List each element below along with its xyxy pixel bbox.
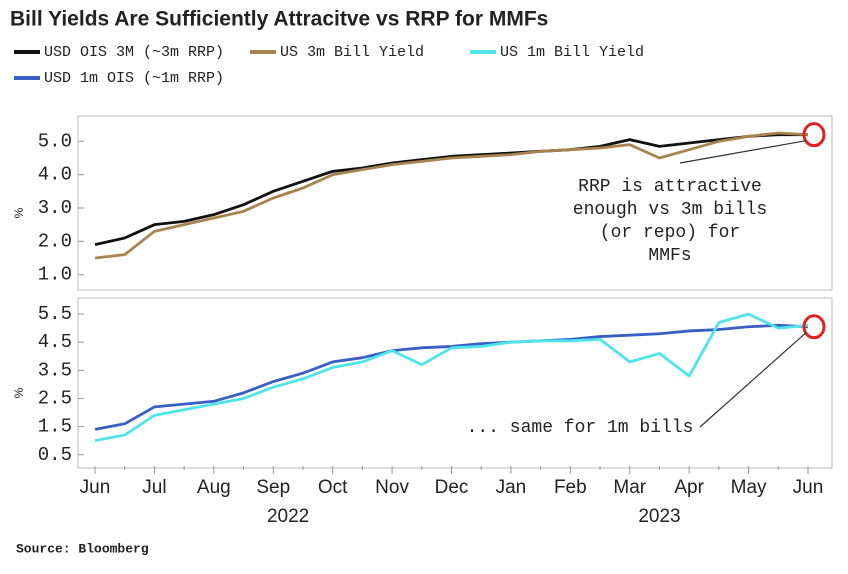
x-tick-label: Jul (142, 477, 166, 498)
panel-frame (77, 115, 833, 291)
x-tick-label: Apr (674, 477, 704, 498)
highlight-circle (802, 314, 826, 340)
annotation: (or repo) for (600, 223, 740, 243)
x-tick-label: Jun (80, 477, 111, 498)
y-axis-label: % (12, 207, 26, 218)
year-label: 2022 (267, 506, 309, 527)
y-tick-label: 3.0 (38, 197, 72, 219)
y-tick-label: 2.5 (38, 387, 72, 409)
series-line (94, 131, 809, 260)
legend-label: USD 1m OIS (~1m RRP) (44, 70, 224, 87)
panel-frame (77, 297, 833, 469)
y-tick-label: 1.5 (38, 416, 72, 438)
x-tick-label: Nov (375, 477, 409, 498)
legend-label: USD OIS 3M (~3m RRP) (44, 44, 224, 61)
x-tick-label: Mar (613, 477, 646, 498)
y-tick-label: 3.5 (38, 359, 72, 381)
y-tick-label: 2.0 (38, 230, 72, 252)
annotation: enough vs 3m bills (573, 200, 767, 220)
annotation-pointer (679, 140, 807, 164)
year-label: 2023 (638, 506, 680, 527)
legend-label: US 3m Bill Yield (280, 44, 424, 61)
y-tick-label: 5.0 (38, 130, 72, 152)
y-tick-label: 5.5 (38, 303, 72, 325)
annotation-pointer (699, 332, 807, 428)
x-tick-label: Dec (435, 477, 469, 498)
x-tick-label: Jan (496, 477, 527, 498)
y-axis-label: % (12, 387, 26, 398)
x-tick-label: Oct (318, 477, 348, 498)
annotation: RRP is attractive (578, 177, 762, 197)
highlight-circle (802, 122, 826, 148)
y-tick-label: 4.0 (38, 164, 72, 186)
y-tick-label: 4.5 (38, 331, 72, 353)
legend-label: US 1m Bill Yield (500, 44, 644, 61)
series-line (94, 133, 808, 247)
y-tick-label: 1.0 (38, 264, 72, 286)
x-tick-label: May (731, 477, 767, 498)
annotation: ... same for 1m bills (467, 418, 694, 438)
y-tick-label: 0.5 (38, 444, 72, 466)
source: Source: Bloomberg (16, 541, 149, 556)
x-tick-label: Aug (197, 477, 231, 498)
x-tick-label: Feb (554, 477, 587, 498)
series-line (94, 312, 809, 443)
annotation: MMFs (648, 246, 691, 266)
series-line (94, 323, 809, 431)
chart-title: Bill Yields Are Sufficiently Attracitve … (10, 8, 548, 31)
x-tick-label: Jun (793, 477, 824, 498)
x-tick-label: Sep (256, 477, 290, 498)
